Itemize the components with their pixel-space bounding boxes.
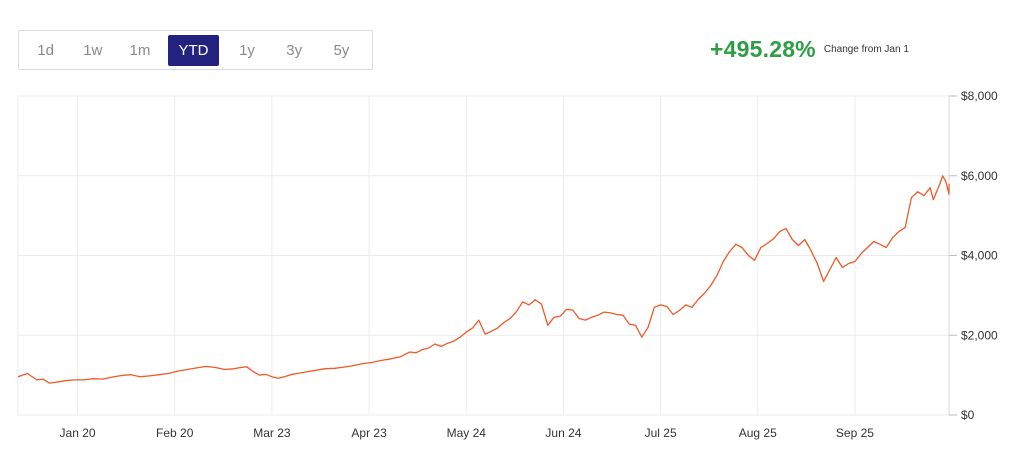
x-tick-label: Jun 24	[545, 426, 581, 440]
change-percent: +495.28%	[710, 36, 816, 62]
y-tick-label: $8,000	[961, 89, 998, 103]
x-tick-label: Jan 20	[60, 426, 96, 440]
range-selector: 1d 1w 1m YTD 1y 3y 5y	[18, 30, 373, 70]
range-button-1w[interactable]: 1w	[83, 41, 103, 59]
range-button-1m[interactable]: 1m	[129, 41, 151, 59]
x-tick-label: Feb 20	[156, 426, 194, 440]
x-tick-label: Apr 23	[351, 426, 387, 440]
y-tick-label: $4,000	[961, 249, 998, 263]
range-button-1d[interactable]: 1d	[37, 41, 54, 59]
y-tick-label: $0	[961, 408, 975, 422]
x-tick-label: Sep 25	[836, 426, 874, 440]
x-tick-label: Aug 25	[739, 426, 777, 440]
range-button-1y[interactable]: 1y	[239, 41, 255, 59]
x-tick-label: May 24	[447, 426, 487, 440]
change-label: Change from Jan 1	[823, 44, 909, 55]
range-button-3y[interactable]: 3y	[286, 41, 303, 59]
y-tick-label: $6,000	[961, 169, 998, 183]
series-line	[17, 175, 950, 384]
y-tick-label: $2,000	[961, 328, 998, 342]
x-tick-label: Jul 25	[645, 426, 677, 440]
range-button-ytd[interactable]: YTD	[167, 34, 220, 66]
x-tick-label: Mar 23	[253, 426, 291, 440]
change-summary: +495.28% Change from Jan 1	[710, 36, 909, 63]
range-button-5y[interactable]: 5y	[333, 41, 350, 59]
